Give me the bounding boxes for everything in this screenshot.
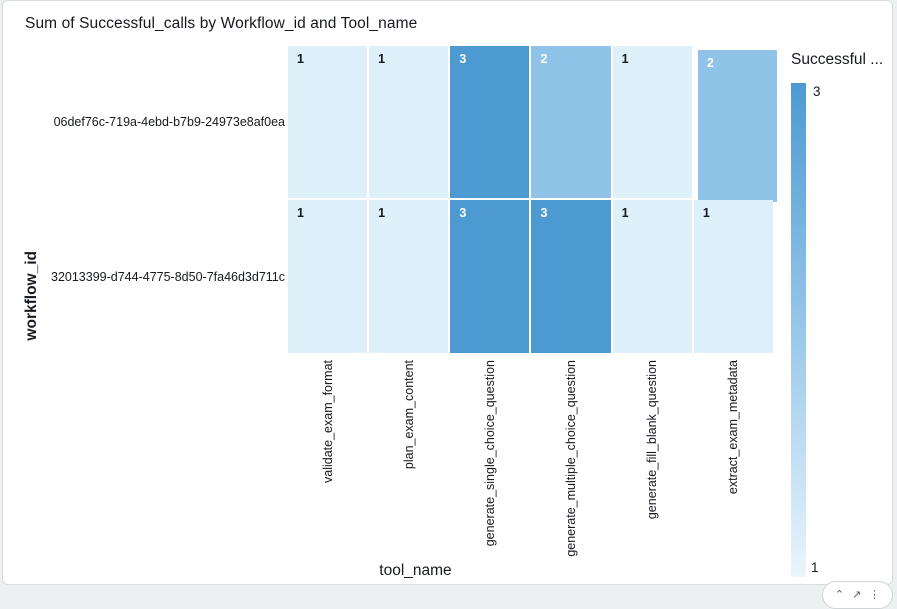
- heatmap-cell[interactable]: 1: [288, 46, 368, 198]
- heatmap-cell[interactable]: 2: [697, 50, 777, 202]
- heatmap-cell-value: 3: [459, 206, 467, 220]
- x-axis-label-slot: validate_exam_format: [288, 360, 369, 557]
- heatmap-cell[interactable]: 1: [288, 200, 368, 353]
- y-axis-labels: 06def76c-719a-4ebd-b7b9-24973e8af0ea 3201…: [51, 46, 285, 353]
- heatmap-cell[interactable]: 1: [693, 200, 773, 353]
- heatmap-cell-value: 2: [540, 52, 548, 66]
- y-axis-title-wrap: workflow_id: [17, 216, 47, 376]
- heatmap-cell-value: 1: [702, 206, 710, 220]
- heatmap-cell-value: 3: [459, 52, 467, 66]
- y-axis-label: 32013399-d744-4775-8d50-7fa46d3d711c: [51, 269, 286, 284]
- x-axis-label: extract_exam_metadata: [725, 360, 740, 495]
- x-axis-label: plan_exam_content: [402, 360, 417, 470]
- x-axis-label-slot: extract_exam_metadata: [692, 360, 773, 557]
- legend-min-label: 1: [811, 560, 819, 575]
- y-axis-label: 06def76c-719a-4ebd-b7b9-24973e8af0ea: [53, 115, 286, 129]
- heatmap-cell[interactable]: 1: [369, 46, 449, 198]
- heatmap-cell-value: 1: [297, 206, 304, 220]
- x-axis-label-slot: generate_multiple_choice_question: [531, 360, 612, 557]
- heatmap-cell-value: 1: [621, 206, 629, 220]
- x-axis-title: tool_name: [379, 562, 452, 579]
- legend-gradient-bar: [791, 83, 806, 577]
- heatmap-cell-value: 1: [297, 52, 304, 66]
- heatmap-cell-value: 1: [378, 206, 386, 220]
- heatmap-cell[interactable]: 3: [450, 200, 530, 353]
- heatmap-cell[interactable]: 1: [369, 200, 449, 353]
- legend-title: Successful ...: [791, 51, 884, 68]
- heatmap-cell-value: 1: [378, 52, 386, 66]
- export-icon[interactable]: ↗: [851, 588, 862, 601]
- x-axis-label-slot: generate_fill_blank_question: [611, 360, 692, 557]
- heatmap-cell[interactable]: 2: [531, 46, 611, 198]
- chart-title: Sum of Successful_calls by Workflow_id a…: [25, 15, 418, 32]
- heatmap-cell[interactable]: 1: [612, 200, 692, 353]
- y-axis-title: workflow_id: [23, 251, 40, 341]
- legend-max-label: 3: [813, 84, 821, 99]
- x-axis-label: generate_fill_blank_question: [644, 360, 659, 520]
- heatmap-cell[interactable]: 3: [531, 200, 611, 353]
- menu-dots-icon[interactable]: ⋮: [869, 588, 881, 601]
- x-axis-label: generate_multiple_choice_question: [563, 360, 578, 557]
- heatmap-cell[interactable]: 1: [612, 46, 692, 198]
- x-axis-label-slot: plan_exam_content: [369, 360, 450, 557]
- heatmap-cell-value: 1: [621, 52, 629, 66]
- heatmap-cell-value: 2: [706, 56, 714, 70]
- heatmap-cell-value: 3: [540, 206, 548, 220]
- visual-card: Sum of Successful_calls by Workflow_id a…: [2, 0, 893, 585]
- heatmap-cell[interactable]: 3: [450, 46, 530, 198]
- heatmap-grid: 1 1 3 2 1 2 1 1 3 3 1 1: [288, 46, 777, 353]
- x-axis-label: validate_exam_format: [321, 360, 336, 483]
- x-axis-label-slot: generate_single_choice_question: [450, 360, 531, 557]
- visual-controls-pill[interactable]: ⌃ ↗ ⋮: [822, 581, 893, 609]
- maximize-icon[interactable]: ⌃: [834, 588, 845, 601]
- x-axis-labels: validate_exam_format plan_exam_content gen…: [288, 360, 773, 557]
- x-axis-label: generate_single_choice_question: [483, 360, 498, 547]
